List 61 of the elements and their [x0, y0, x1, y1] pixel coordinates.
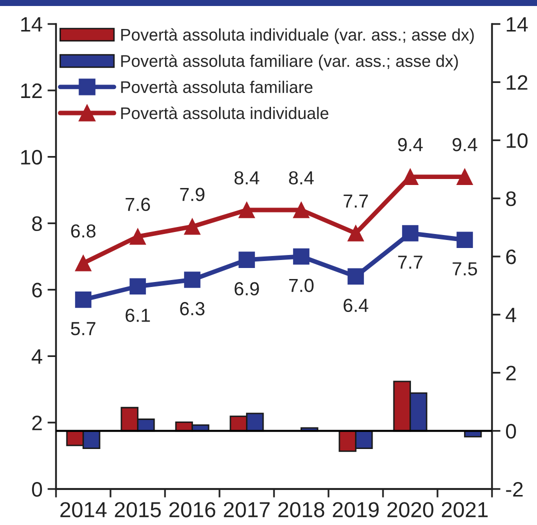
- data-label: 7.7: [398, 256, 422, 269]
- point: [130, 278, 146, 295]
- x-tick-label: 2021: [442, 502, 488, 518]
- point: [456, 232, 473, 248]
- y2-tick-label: 8: [506, 191, 516, 206]
- data-label: 7.5: [452, 262, 477, 276]
- y-tick-label: 8: [32, 216, 42, 232]
- data-label: 6.4: [344, 298, 368, 312]
- x-tick-label: 2017: [224, 502, 270, 518]
- legend-label: Povertà assoluta familiare (var. ass.; asse dx): [121, 54, 458, 70]
- y-tick-label: 14: [21, 17, 42, 32]
- data-label: 6.8: [71, 224, 96, 238]
- y2-tick-label: 2: [506, 366, 516, 380]
- legend-label: Povertà assoluta individuale (var. ass.; asse dx): [121, 28, 474, 44]
- data-label: 7.9: [180, 188, 204, 202]
- data-label: 9.4: [398, 138, 423, 152]
- point: [348, 268, 364, 285]
- data-label: 7.0: [289, 278, 314, 292]
- data-label: 9.4: [452, 138, 478, 152]
- y-tick-label: 2: [32, 416, 42, 430]
- point: [184, 272, 200, 288]
- x-tick-label: 2018: [278, 502, 324, 518]
- x-tick-label: 2020: [387, 502, 434, 518]
- point: [293, 248, 310, 265]
- data-label: 6.1: [126, 308, 150, 322]
- point: [75, 254, 92, 272]
- data-label: 7.7: [344, 194, 368, 208]
- y-tick-label: 0: [32, 482, 42, 497]
- point: [402, 225, 418, 242]
- point: [238, 252, 255, 268]
- x-tick-label: 2015: [114, 502, 161, 518]
- x-tick-label: 2014: [60, 502, 107, 518]
- legend-label: Povertà assoluta familiare: [121, 80, 312, 94]
- point: [402, 168, 418, 185]
- data-label: 8.4: [289, 171, 314, 184]
- y2-tick-label: 14: [506, 17, 528, 32]
- y2-tick-label: 12: [506, 75, 528, 90]
- point: [75, 292, 92, 308]
- data-label: 5.7: [70, 322, 96, 336]
- y-tick-label: 6: [32, 282, 42, 298]
- point: [348, 225, 364, 242]
- data-label: 8.4: [234, 171, 260, 184]
- point: [130, 228, 146, 245]
- data-label: 6.9: [234, 282, 259, 296]
- x-tick-label: 2016: [169, 502, 216, 518]
- point: [184, 218, 200, 235]
- legend-label: Povertà assoluta individuale: [121, 106, 328, 120]
- y2-tick-label: 4: [506, 308, 516, 322]
- y2-tick-label: 0: [506, 424, 516, 439]
- y2-tick-label: 10: [506, 133, 528, 148]
- point: [293, 202, 310, 218]
- y2-tick-label: -2: [506, 482, 523, 497]
- y-tick-label: 10: [21, 150, 42, 165]
- point: [456, 168, 473, 185]
- y-tick-label: 4: [32, 349, 42, 364]
- data-label: 6.3: [180, 302, 204, 316]
- x-tick-label: 2019: [332, 502, 379, 518]
- data-label: 7.6: [126, 198, 150, 212]
- point: [238, 202, 255, 218]
- y-tick-label: 12: [21, 83, 42, 98]
- y2-tick-label: 6: [506, 250, 516, 264]
